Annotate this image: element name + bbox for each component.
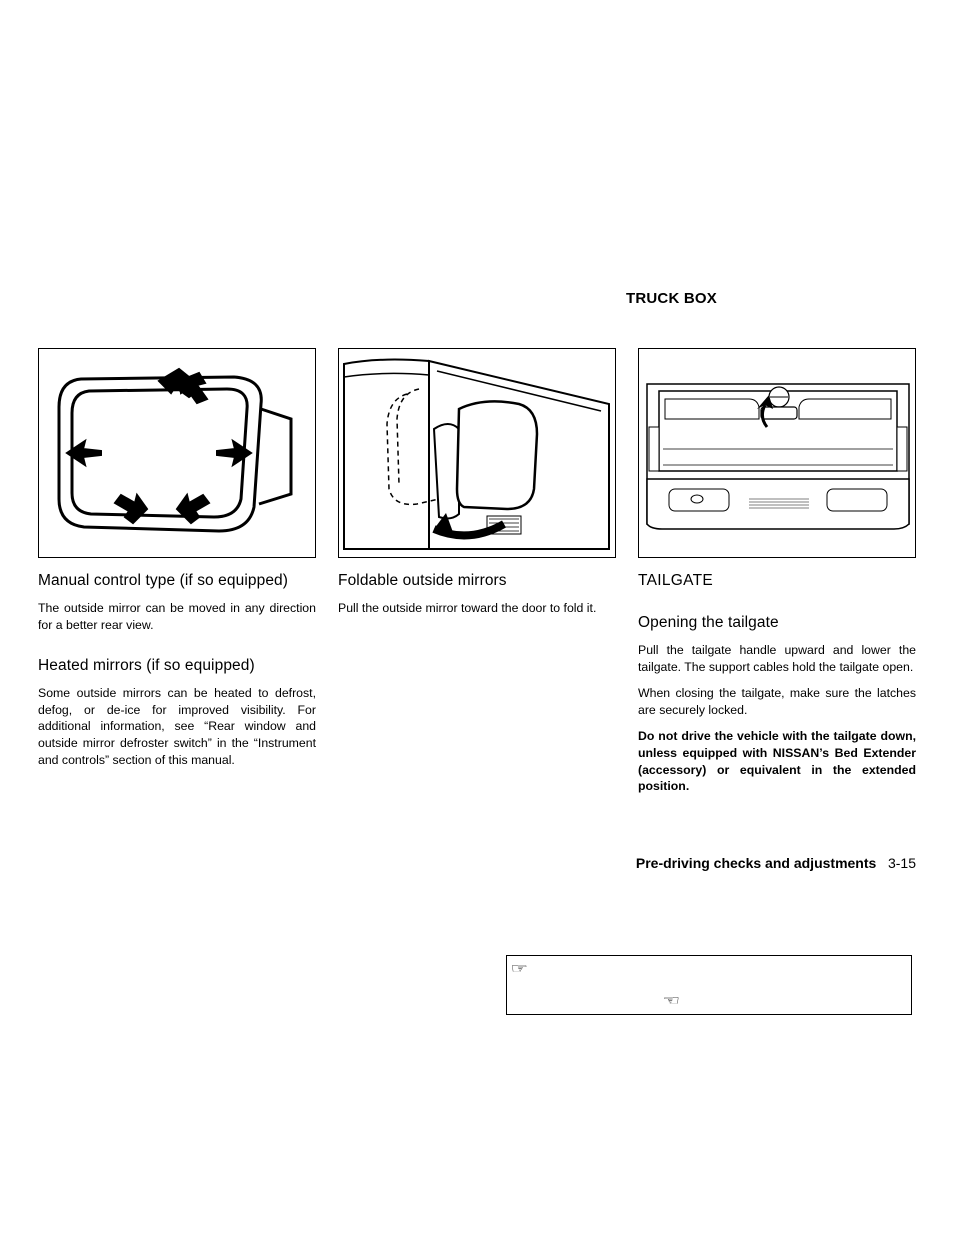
footer-label: Pre-driving checks and adjustments (636, 855, 876, 871)
paragraph-warning: Do not drive the vehicle with the tailga… (638, 728, 916, 794)
paragraph: Pull the outside mirror toward the door … (338, 600, 616, 617)
subheading-heated-mirrors: Heated mirrors (if so equipped) (38, 657, 316, 675)
paragraph: Some outside mirrors can be heated to de… (38, 685, 316, 768)
paragraph: Pull the tailgate handle upward and lowe… (638, 642, 916, 675)
paragraph: When closing the tailgate, make sure the… (638, 685, 916, 718)
section-title: TRUCK BOX (626, 290, 717, 307)
subheading-manual-control: Manual control type (if so equipped) (38, 572, 316, 590)
page-content: TRUCK BOX (38, 290, 916, 805)
heading-tailgate: TAILGATE (638, 572, 916, 590)
columns: Manual control type (if so equipped) The… (38, 348, 916, 805)
mirror-manual-illustration (39, 349, 316, 558)
footer-page: 3-15 (888, 855, 916, 871)
pointer-icon: ☜ (662, 992, 680, 1009)
figure-mirror-foldable (338, 348, 616, 558)
footer: Pre-driving checks and adjustments 3-15 (636, 855, 916, 871)
mirror-foldable-illustration (339, 349, 616, 558)
tailgate-illustration (639, 349, 916, 558)
revision-box: ☞ ☜ (506, 955, 912, 1015)
column-3: TAILGATE Opening the tailgate Pull the t… (638, 348, 916, 805)
column-1: Manual control type (if so equipped) The… (38, 348, 316, 805)
column-2: Foldable outside mirrors Pull the outsid… (338, 348, 616, 805)
figure-tailgate (638, 348, 916, 558)
subheading-foldable: Foldable outside mirrors (338, 572, 616, 590)
section-title-row: TRUCK BOX (38, 290, 916, 314)
subheading-opening-tailgate: Opening the tailgate (638, 614, 916, 632)
paragraph: The outside mirror can be moved in any d… (38, 600, 316, 633)
figure-mirror-manual (38, 348, 316, 558)
pointer-icon: ☞ (510, 960, 528, 977)
